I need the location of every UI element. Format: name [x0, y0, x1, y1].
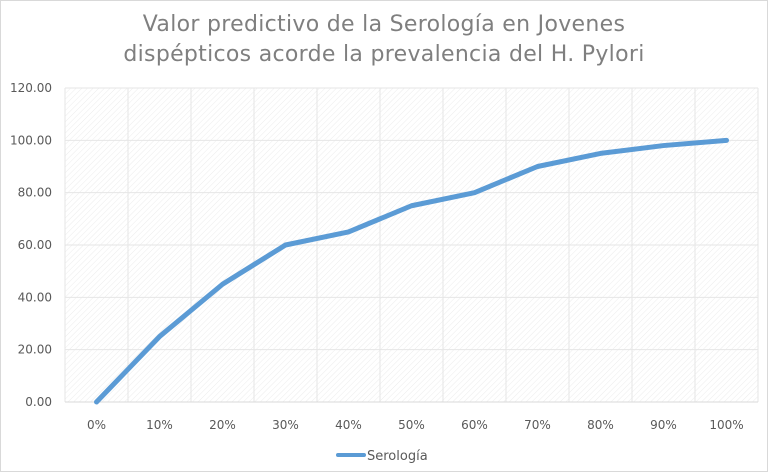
legend-label: Serología — [367, 449, 428, 464]
x-tick-label: 90% — [650, 418, 677, 432]
chart-title-line-2: dispépticos acorde la prevalencia del H.… — [123, 42, 645, 67]
y-tick-label: 120.00 — [10, 81, 52, 95]
x-tick-label: 60% — [461, 418, 488, 432]
x-tick-label: 30% — [272, 418, 299, 432]
chart-title: Valor predictivo de la Serología en Jove… — [0, 10, 768, 70]
y-tick-label: 40.00 — [18, 290, 52, 304]
x-tick-label: 0% — [87, 418, 106, 432]
y-tick-label: 100.00 — [10, 133, 52, 147]
y-tick-label: 20.00 — [18, 343, 52, 357]
y-tick-label: 80.00 — [18, 186, 52, 200]
x-tick-label: 70% — [524, 418, 551, 432]
x-tick-label: 20% — [209, 418, 236, 432]
x-tick-label: 100% — [709, 418, 743, 432]
x-tick-label: 50% — [398, 418, 425, 432]
x-tick-label: 40% — [335, 418, 362, 432]
x-tick-label: 80% — [587, 418, 614, 432]
legend: Serología — [336, 449, 428, 464]
y-tick-label: 0.00 — [25, 395, 52, 409]
chart-title-line-1: Valor predictivo de la Serología en Jove… — [142, 12, 626, 37]
y-tick-label: 60.00 — [18, 238, 52, 252]
x-tick-label: 10% — [146, 418, 173, 432]
